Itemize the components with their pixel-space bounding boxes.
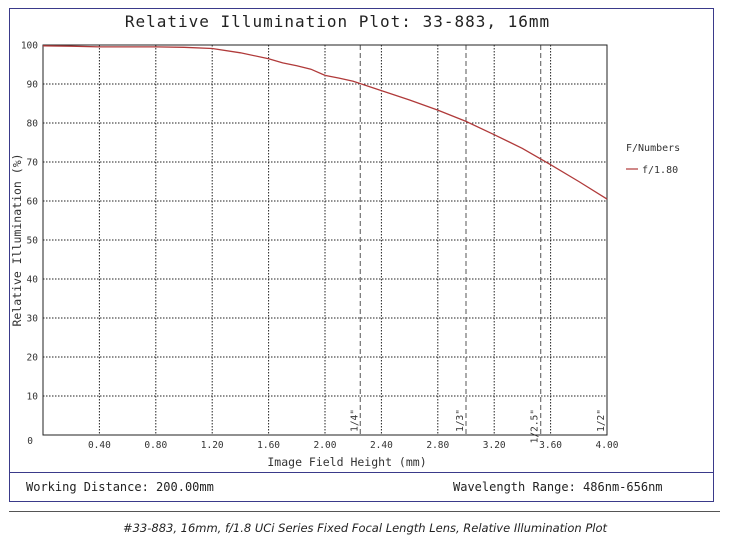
working-distance: Working Distance: 200.00mm [26, 480, 214, 494]
tick-labels: 0.40 0.80 1.20 1.60 2.00 2.40 2.80 3.20 3.60 4.00… [21, 41, 619, 452]
y-tick-label: 20 [27, 353, 39, 364]
x-tick-label: 1.60 [257, 440, 280, 451]
series-group [42, 45, 608, 200]
x-tick-label: 2.40 [370, 440, 393, 451]
sensor-marker-label: 1/2" [596, 409, 607, 432]
x-tick-label: 3.20 [483, 440, 506, 451]
plot-area-border [42, 44, 608, 436]
chart-frame [9, 8, 714, 502]
x-tick-label: 4.00 [596, 440, 619, 451]
caption-divider [9, 511, 720, 512]
y-tick-label: 90 [27, 80, 39, 91]
x-tick-label: 0.80 [144, 440, 167, 451]
sensor-marker-label: 1/2.5" [530, 409, 541, 443]
origin-tick-label: 0 [27, 436, 33, 447]
x-tick-label: 2.00 [314, 440, 337, 451]
grid [43, 45, 607, 435]
x-axis-label: Image Field Height (mm) [267, 455, 426, 469]
y-tick-label: 10 [27, 392, 39, 403]
footer-divider [9, 472, 714, 473]
wavelength-range: Wavelength Range: 486nm-656nm [453, 480, 663, 494]
x-tick-label: 1.20 [201, 440, 224, 451]
legend-title: F/Numbers [626, 143, 680, 154]
y-axis-label: Relative Illumination (%) [10, 153, 24, 326]
figure-caption: #33-883, 16mm, f/1.8 UCi Series Fixed Fo… [122, 521, 608, 535]
x-tick-label: 2.80 [426, 440, 449, 451]
x-tick-label: 3.60 [539, 440, 562, 451]
y-tick-label: 30 [27, 314, 39, 325]
sensor-markers: 1/4" 1/3" 1/2.5" 1/2" [349, 45, 607, 443]
y-tick-label: 100 [21, 41, 38, 52]
y-tick-label: 80 [27, 119, 39, 130]
chart-title: Relative Illumination Plot: 33-883, 16mm [124, 12, 551, 31]
y-tick-label: 60 [27, 197, 39, 208]
y-tick-label: 40 [27, 275, 39, 286]
y-tick-label: 70 [27, 158, 39, 169]
sensor-marker-label: 1/4" [349, 409, 360, 432]
y-tick-label: 50 [27, 236, 39, 247]
series-line [42, 45, 608, 200]
x-tick-label: 0.40 [88, 440, 111, 451]
sensor-marker-label: 1/3" [455, 409, 466, 432]
legend-entry: f/1.80 [642, 165, 678, 176]
